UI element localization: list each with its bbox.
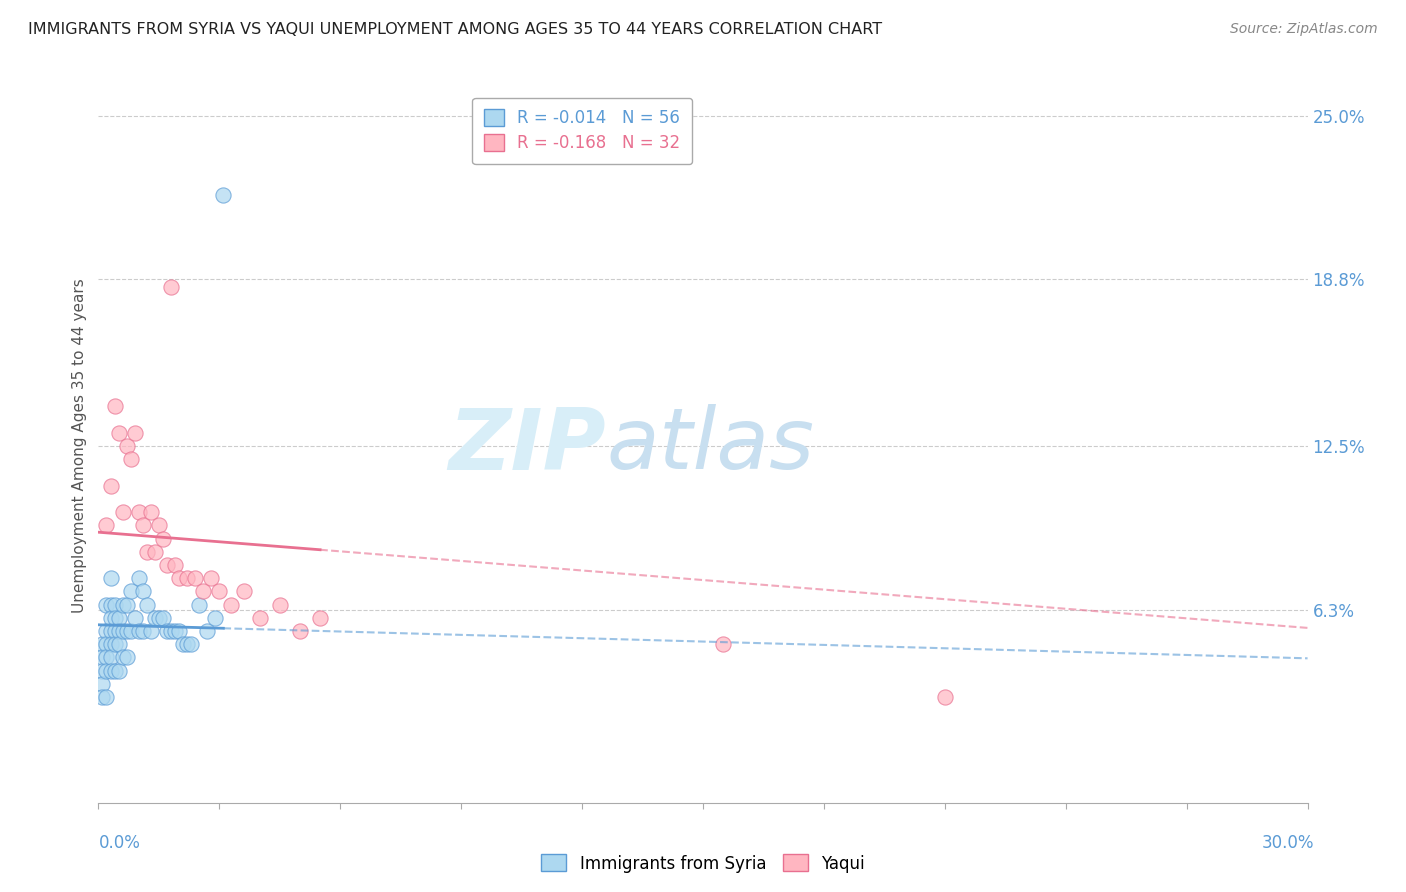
Point: [120, 584, 142, 599]
Point: [128, 624, 150, 638]
Text: IMMIGRANTS FROM SYRIA VS YAQUI UNEMPLOYMENT AMONG AGES 35 TO 44 YEARS CORRELATIO: IMMIGRANTS FROM SYRIA VS YAQUI UNEMPLOYM…: [28, 22, 882, 37]
Point: [107, 637, 129, 651]
Point: [934, 690, 956, 704]
Point: [163, 558, 186, 572]
Point: [103, 400, 125, 414]
Point: [139, 505, 162, 519]
Point: [128, 571, 150, 585]
Point: [176, 637, 198, 651]
Point: [100, 624, 122, 638]
Point: [124, 425, 146, 440]
Point: [96, 637, 118, 651]
Point: [143, 611, 166, 625]
Point: [100, 478, 122, 492]
Point: [139, 624, 162, 638]
Point: [103, 637, 125, 651]
Point: [100, 664, 122, 678]
Point: [107, 624, 129, 638]
Point: [111, 505, 134, 519]
Point: [167, 571, 190, 585]
Point: [91, 650, 114, 665]
Point: [107, 425, 129, 440]
Point: [100, 650, 122, 665]
Point: [184, 571, 207, 585]
Text: 30.0%: 30.0%: [1263, 834, 1315, 852]
Point: [135, 545, 157, 559]
Point: [96, 690, 118, 704]
Point: [96, 664, 118, 678]
Legend: Immigrants from Syria, Yaqui: Immigrants from Syria, Yaqui: [534, 847, 872, 880]
Point: [269, 598, 291, 612]
Legend: R = -0.014   N = 56, R = -0.168   N = 32: R = -0.014 N = 56, R = -0.168 N = 32: [472, 97, 692, 164]
Point: [103, 598, 125, 612]
Point: [91, 677, 114, 691]
Point: [309, 611, 332, 625]
Point: [135, 598, 157, 612]
Point: [711, 637, 734, 651]
Point: [115, 624, 138, 638]
Point: [96, 624, 118, 638]
Point: [172, 637, 194, 651]
Point: [288, 624, 311, 638]
Point: [111, 624, 134, 638]
Point: [107, 664, 129, 678]
Point: [103, 624, 125, 638]
Point: [204, 611, 226, 625]
Point: [193, 584, 215, 599]
Point: [111, 650, 134, 665]
Point: [96, 598, 118, 612]
Point: [148, 611, 170, 625]
Point: [249, 611, 271, 625]
Point: [128, 505, 150, 519]
Point: [120, 624, 142, 638]
Point: [195, 624, 218, 638]
Point: [115, 650, 138, 665]
Point: [156, 558, 179, 572]
Point: [132, 624, 155, 638]
Point: [91, 637, 114, 651]
Point: [232, 584, 254, 599]
Text: atlas: atlas: [606, 404, 814, 488]
Point: [132, 518, 155, 533]
Point: [96, 518, 118, 533]
Point: [111, 598, 134, 612]
Point: [100, 611, 122, 625]
Text: 0.0%: 0.0%: [98, 834, 141, 852]
Point: [96, 650, 118, 665]
Y-axis label: Unemployment Among Ages 35 to 44 years: Unemployment Among Ages 35 to 44 years: [72, 278, 87, 614]
Point: [212, 188, 235, 202]
Point: [208, 584, 231, 599]
Point: [120, 452, 142, 467]
Point: [152, 532, 174, 546]
Point: [124, 611, 146, 625]
Point: [115, 598, 138, 612]
Point: [115, 439, 138, 453]
Point: [163, 624, 186, 638]
Point: [200, 571, 222, 585]
Point: [148, 518, 170, 533]
Point: [132, 584, 155, 599]
Point: [143, 545, 166, 559]
Point: [100, 571, 122, 585]
Point: [188, 598, 211, 612]
Point: [100, 637, 122, 651]
Point: [160, 624, 183, 638]
Point: [152, 611, 174, 625]
Point: [167, 624, 190, 638]
Text: ZIP: ZIP: [449, 404, 606, 488]
Point: [160, 280, 183, 294]
Point: [180, 637, 202, 651]
Point: [103, 611, 125, 625]
Point: [100, 598, 122, 612]
Point: [91, 664, 114, 678]
Point: [107, 611, 129, 625]
Point: [156, 624, 179, 638]
Text: Source: ZipAtlas.com: Source: ZipAtlas.com: [1230, 22, 1378, 37]
Point: [91, 690, 114, 704]
Point: [176, 571, 198, 585]
Point: [221, 598, 243, 612]
Point: [103, 664, 125, 678]
